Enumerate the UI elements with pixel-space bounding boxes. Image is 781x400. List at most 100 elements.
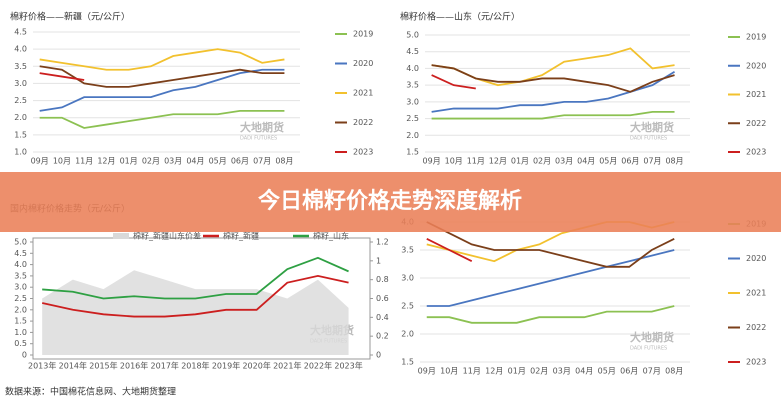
watermark: 大地期货 (240, 120, 284, 134)
x-tick-label: 08月 (665, 157, 683, 166)
y-tick-label: 1.5 (401, 358, 414, 367)
banner (0, 172, 781, 232)
chart-title: 棉籽价格——山东（元/公斤） (400, 11, 520, 23)
x-tick-label: 03月 (164, 157, 182, 166)
x-tick-label: 05月 (209, 157, 227, 166)
x-tick-label: 09月 (423, 157, 441, 166)
y-tick-label: 4.0 (406, 64, 419, 73)
y-tick-label: 4.0 (14, 45, 27, 54)
line (42, 256, 349, 300)
line (426, 305, 675, 324)
x-tick-label: 08月 (665, 367, 683, 376)
y-tick-label: 3.0 (14, 79, 27, 88)
x-tick-label: 12月 (489, 157, 507, 166)
y-tick-label: 4.5 (14, 249, 27, 258)
x-tick-label: 06月 (620, 367, 638, 376)
line (431, 110, 675, 120)
y-tick-label: 1.5 (14, 317, 27, 326)
x-tick-label: 08月 (275, 157, 293, 166)
y-tick-label: 3.0 (14, 283, 27, 292)
y-tick-label: 1.5 (406, 148, 419, 157)
legend-label: 2019 (353, 30, 373, 39)
y-tick-label: 2.0 (406, 131, 419, 140)
y-tick-label: 1.0 (14, 328, 27, 337)
x-tick-label: 04月 (575, 367, 593, 376)
x-tick-label: 03月 (555, 157, 573, 166)
y2-tick-label: 1.2 (376, 238, 389, 247)
area (42, 270, 349, 355)
legend-label: 2021 (746, 90, 766, 99)
y-tick-label: 2.0 (14, 113, 27, 122)
line (426, 249, 675, 307)
y-tick-label: 1.5 (14, 130, 27, 139)
y-tick-label: 4.5 (14, 28, 27, 37)
y-tick-label: 3.0 (401, 274, 414, 283)
line (426, 221, 675, 268)
y-tick-label: 0 (22, 351, 27, 360)
x-tick-label: 01月 (508, 367, 526, 376)
x-tick-label: 2018年 (181, 361, 209, 371)
legend-label: 2020 (746, 254, 766, 263)
x-tick-label: 2023年 (334, 361, 362, 371)
legend-label: 2023 (746, 148, 766, 157)
legend-label: 2021 (746, 289, 766, 298)
banner-title: 今日棉籽价格走势深度解析 (258, 188, 522, 214)
legend-label: 棉籽_新疆山东价差 (133, 231, 201, 241)
legend-label: 棉籽_新疆 (223, 231, 259, 241)
x-tick-label: 07月 (643, 367, 661, 376)
y-tick-label: 4.5 (406, 47, 419, 56)
x-tick-label: 01月 (511, 157, 529, 166)
y-tick-label: 3.5 (14, 271, 27, 280)
y-tick-label: 3.5 (14, 62, 27, 71)
legend-label: 2023 (353, 148, 373, 157)
y-tick-label: 3.5 (401, 246, 414, 255)
legend-label: 2022 (746, 323, 766, 332)
x-tick-label: 11月 (463, 367, 481, 376)
x-tick-label: 11月 (75, 157, 93, 166)
x-tick-label: 04月 (577, 157, 595, 166)
y-tick-label: 1.0 (14, 148, 27, 157)
line (426, 237, 473, 263)
y2-tick-label: 1 (376, 256, 381, 265)
line (39, 65, 285, 88)
x-tick-label: 02月 (142, 157, 160, 166)
x-tick-label: 2015年 (89, 361, 117, 371)
line (431, 64, 675, 93)
y-tick-label: 0.5 (14, 339, 27, 348)
watermark-en: DADI FUTURES (240, 136, 277, 142)
x-tick-label: 2022年 (304, 361, 332, 371)
y-tick-label: 2.5 (401, 302, 414, 311)
y-tick-label: 2.0 (401, 330, 414, 339)
legend-label: 2020 (353, 59, 373, 68)
y2-tick-label: 0.2 (376, 332, 389, 341)
y-tick-label: 2.5 (14, 294, 27, 303)
y-tick-label: 2.0 (14, 305, 27, 314)
y-tick-label: 5.0 (406, 31, 419, 40)
line (39, 48, 285, 71)
line (41, 274, 349, 318)
watermark: 大地期货 (630, 120, 674, 134)
y-tick-label: 2.5 (14, 96, 27, 105)
legend-label: 棉籽_山东 (313, 231, 349, 241)
x-tick-label: 01月 (120, 157, 138, 166)
x-tick-label: 12月 (485, 367, 503, 376)
x-tick-label: 06月 (231, 157, 249, 166)
x-tick-label: 10月 (445, 157, 463, 166)
x-tick-label: 04月 (186, 157, 204, 166)
x-tick-label: 07月 (253, 157, 271, 166)
x-tick-label: 2019年 (212, 361, 240, 371)
y-tick-label: 3.5 (406, 81, 419, 90)
source: 数据来源：中国棉花信息网、大地期货整理 (5, 386, 176, 398)
legend-label: 2022 (353, 118, 373, 127)
charts: 棉籽价格——新疆（元/公斤） 1.0 1.5 2.0 2.5 3.0 3.5 4.0 4.5 09… (10, 11, 766, 376)
y-tick-label: 2.5 (406, 114, 419, 123)
legend-label: 2021 (353, 89, 373, 98)
x-tick-label: 10月 (440, 367, 458, 376)
y2-tick-label: 0.4 (376, 313, 389, 322)
line (39, 72, 85, 81)
chart-title: 棉籽价格——新疆（元/公斤） (10, 11, 130, 23)
x-tick-label: 12月 (97, 157, 115, 166)
x-tick-label: 02月 (530, 367, 548, 376)
line (431, 74, 476, 90)
